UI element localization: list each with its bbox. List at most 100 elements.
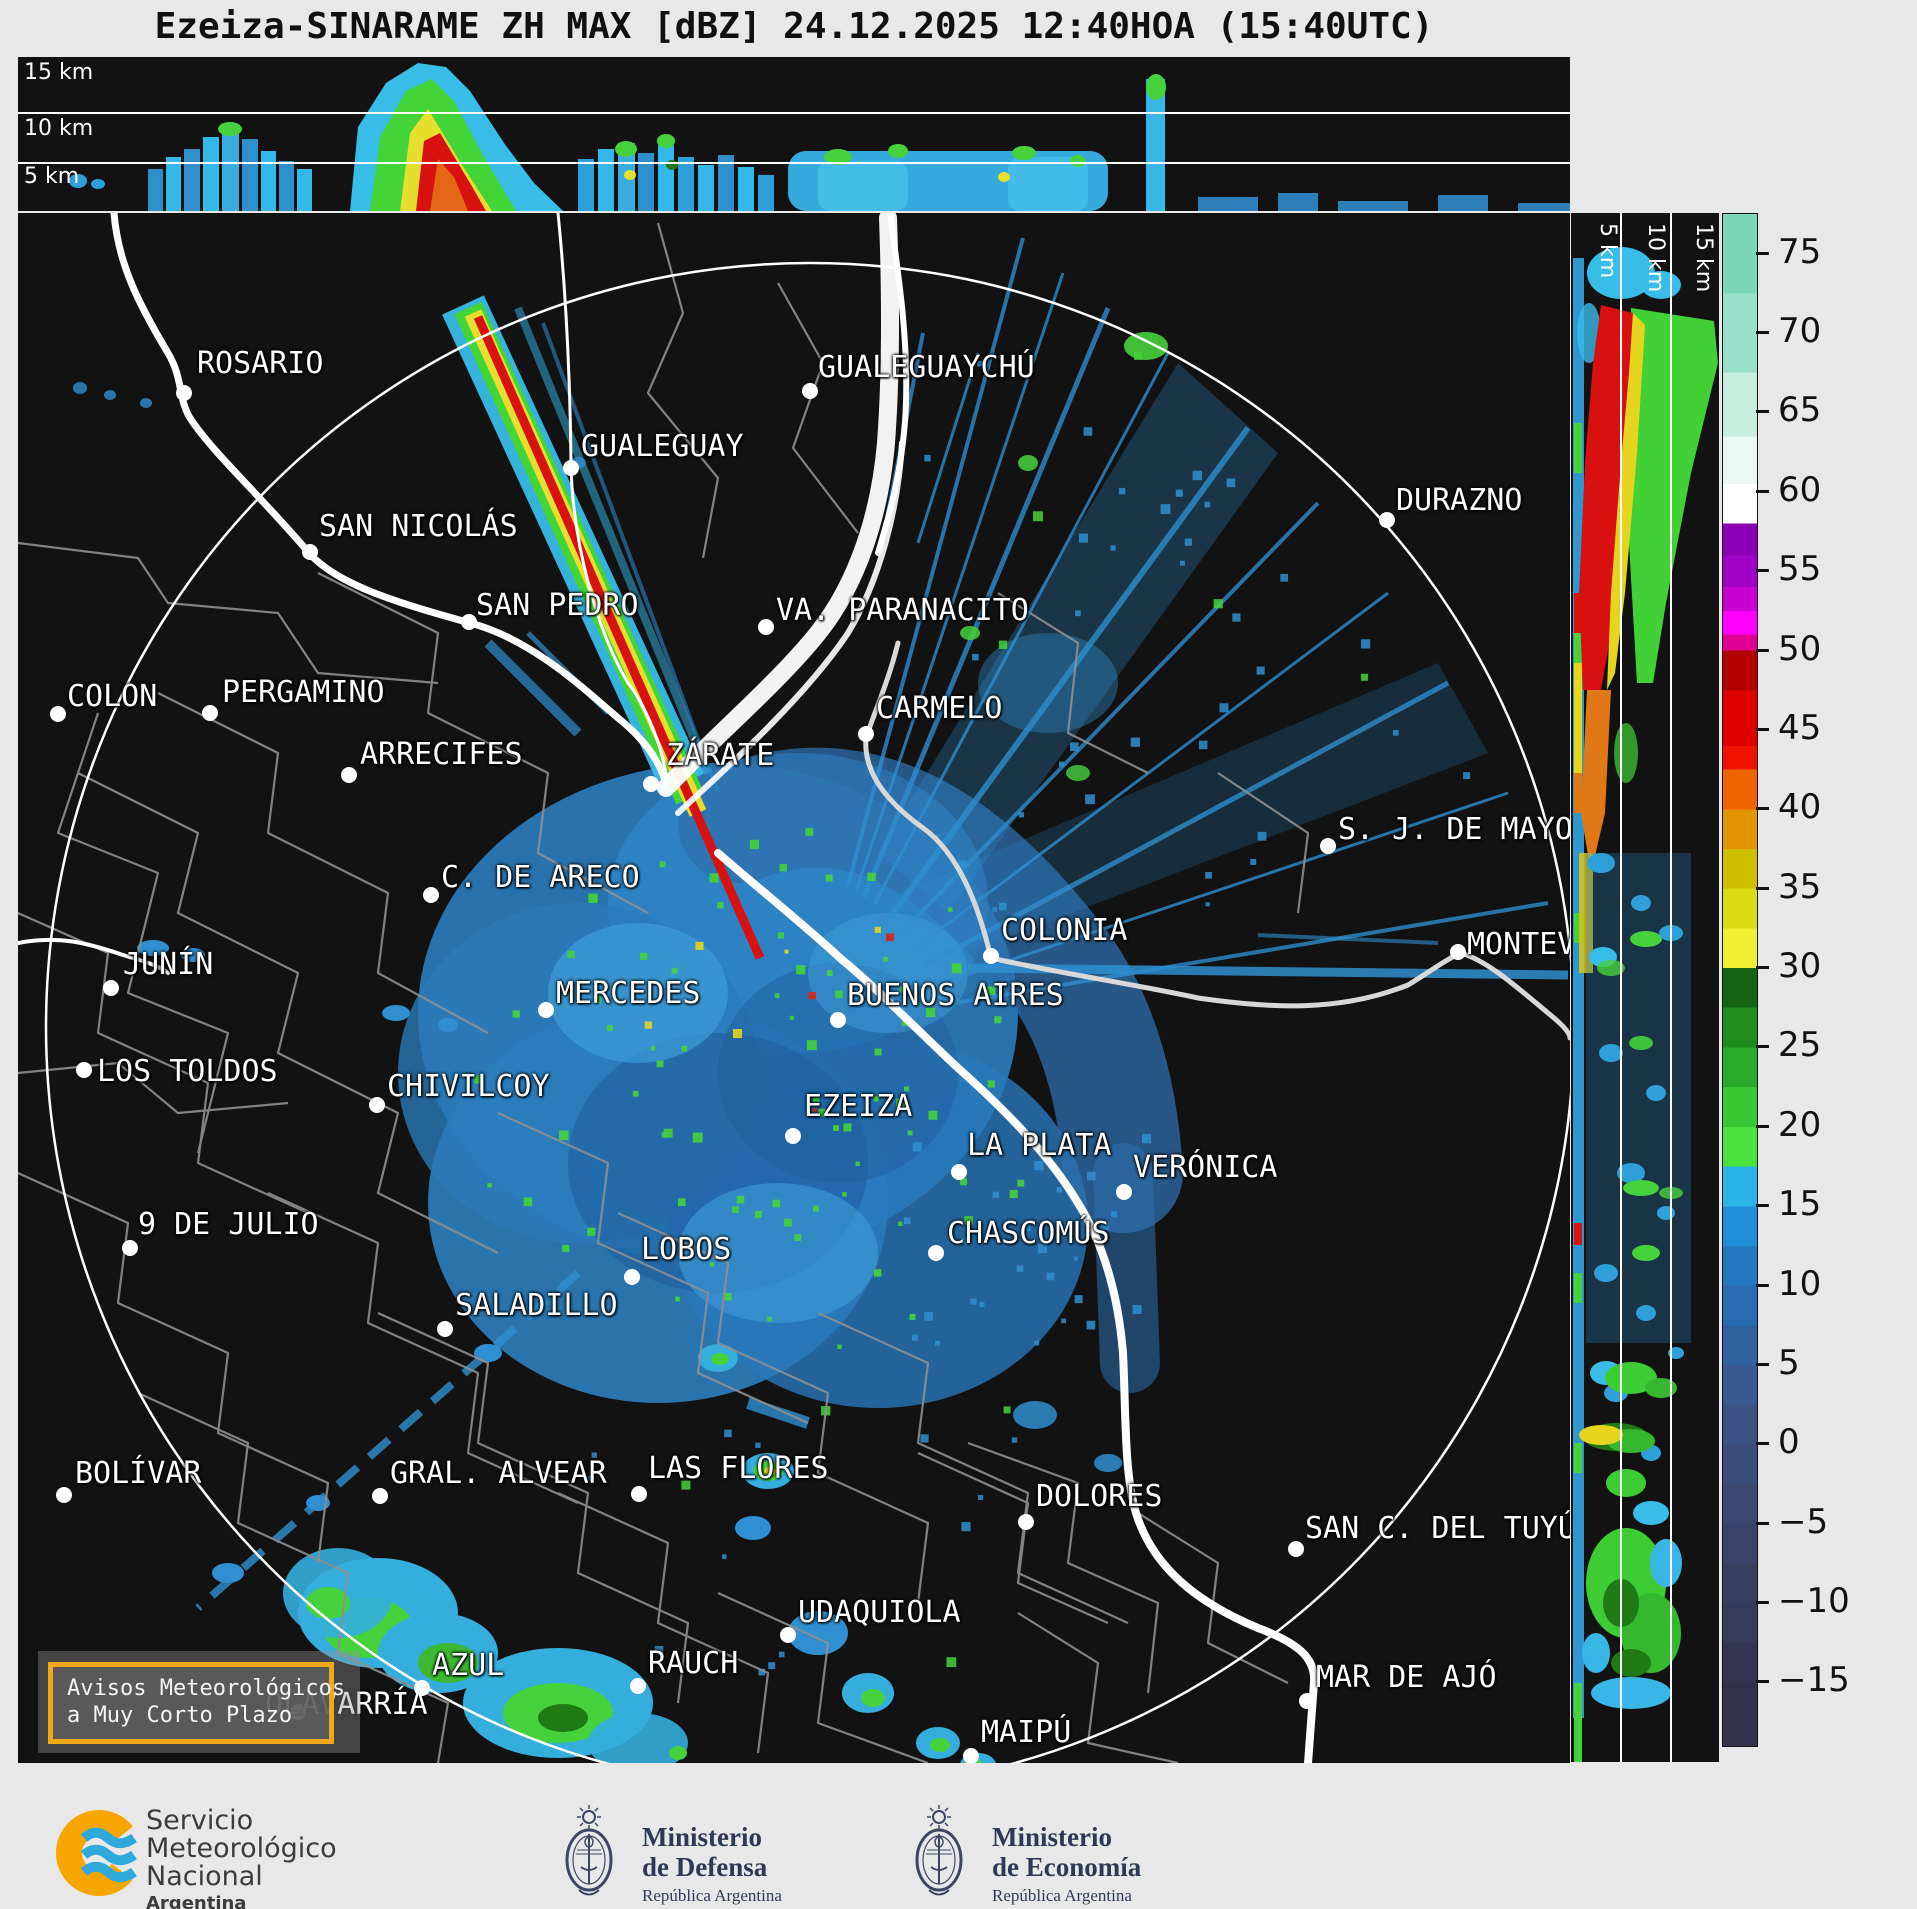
right-profile-panel: 5 km 10 km 15 km — [1571, 213, 1719, 1762]
colorbar-tick-label: 5 — [1778, 1342, 1800, 1383]
city-dot — [1320, 838, 1336, 854]
city-label: COLONIA — [1001, 913, 1128, 948]
colorbar-tick-label: 20 — [1778, 1104, 1822, 1145]
city-label: RAUCH — [648, 1646, 739, 1681]
city-label: ZÁRATE — [666, 738, 775, 773]
colorbar-tick-label: 10 — [1778, 1263, 1822, 1304]
city-label: GRAL. ALVEAR — [390, 1456, 607, 1491]
colorbar-tick — [1756, 886, 1769, 890]
city-label: ARRECIFES — [360, 737, 523, 772]
colorbar-tick — [1756, 410, 1769, 414]
right-profile-plot — [1573, 247, 1718, 1762]
city-dot — [1379, 512, 1395, 528]
city-dot — [369, 1097, 385, 1113]
colorbar-tick — [1756, 331, 1769, 335]
colorbar-tick — [1756, 807, 1769, 811]
page-title: Ezeiza-SINARAME ZH MAX [dBZ] 24.12.2025 … — [154, 6, 1434, 47]
se-speckles — [903, 1134, 1152, 1346]
city-dot — [1116, 1184, 1132, 1200]
city-label: SALADILLO — [455, 1288, 618, 1323]
dbz-colorbar: 75 70 65 60 55 50 45 40 35 30 25 20 15 10 5 0 −5 −10 −15 — [1722, 213, 1917, 1747]
city-dot — [372, 1488, 388, 1504]
colorbar-tick-label: 50 — [1778, 628, 1822, 669]
city-label: CARMELO — [876, 691, 1003, 726]
city-dot — [624, 1269, 640, 1285]
colorbar-tick-label: 25 — [1778, 1025, 1822, 1066]
top-axis-10km: 10 km — [24, 116, 94, 141]
city-label: S. J. DE MAYO — [1338, 812, 1570, 847]
colorbar-tick-label: −15 — [1778, 1660, 1850, 1701]
city-label: ROSARIO — [197, 346, 324, 381]
city-dot — [963, 1748, 979, 1763]
ne-speckles — [924, 351, 1471, 912]
city-label: SAN PEDRO — [476, 588, 639, 623]
city-dot — [103, 980, 119, 996]
smn-name: Servicio Meteorológico Nacional Argentin… — [146, 1807, 337, 1909]
smn-country: Argentina — [146, 1893, 247, 1909]
central-speckles — [474, 828, 1025, 1349]
colorbar-tick-label: 40 — [1778, 787, 1822, 828]
city-dot — [1450, 944, 1466, 960]
warning-box[interactable]: Avisos Meteorológicos a Muy Corto Plazo — [48, 1662, 346, 1744]
colorbar-tick-label: 15 — [1778, 1184, 1822, 1225]
colorbar-tick-label: 45 — [1778, 707, 1822, 748]
city-dot — [563, 460, 579, 476]
city-dot — [780, 1627, 796, 1643]
city-label: LOBOS — [641, 1232, 732, 1267]
right-5km-gridline — [1620, 213, 1622, 1762]
city-dot — [538, 1002, 554, 1018]
city-label: PERGAMINO — [222, 675, 385, 710]
city-dot — [437, 1321, 453, 1337]
city-label: GUALEGUAYCHÚ — [818, 350, 1035, 385]
colorbar-tick — [1756, 1204, 1769, 1208]
colorbar-tick-label: 0 — [1778, 1422, 1800, 1463]
boundary-layer — [18, 222, 1310, 1763]
radar-map-plot — [18, 213, 1570, 1763]
city-dot — [758, 619, 774, 635]
city-label: EZEIZA — [804, 1089, 913, 1124]
right-axis-15km: 15 km — [1691, 223, 1716, 293]
colorbar-tick — [1756, 966, 1769, 970]
colorbar-tick — [1756, 1045, 1769, 1049]
colorbar-tick — [1756, 569, 1769, 573]
colorbar-gradient — [1722, 213, 1758, 1747]
city-dot — [631, 1486, 647, 1502]
smn-waves — [80, 1827, 137, 1883]
city-label: AZUL — [432, 1648, 505, 1683]
city-dot — [1299, 1693, 1315, 1709]
city-dot — [202, 705, 218, 721]
city-label: COLON — [67, 679, 158, 714]
colorbar-tick-label: −10 — [1778, 1581, 1850, 1622]
radar-map-panel: ROSARIO GUALEGUAYCHÚ GUALEGUAY SAN NICOLÁS D… — [18, 213, 1570, 1763]
colorbar-tick-label: −5 — [1778, 1501, 1829, 1542]
city-label: MONTEVIDEO — [1467, 927, 1570, 962]
colorbar-tick — [1756, 1521, 1769, 1525]
warning-line-1: Avisos Meteorológicos — [67, 1676, 346, 1701]
city-dot — [461, 614, 477, 630]
city-dot — [302, 544, 318, 560]
city-label: CHIVILCOY — [387, 1069, 550, 1104]
city-label: SAN NICOLÁS — [319, 509, 518, 544]
city-label: UDAQUIOLA — [798, 1595, 961, 1630]
colorbar-tick-label: 75 — [1778, 231, 1822, 272]
city-dot — [928, 1245, 944, 1261]
city-label: JUNÍN — [123, 947, 214, 982]
city-label: CHASCOMÚS — [947, 1216, 1110, 1251]
city-label: 9 DE JULIO — [138, 1207, 319, 1242]
city-label: MAIPÚ — [981, 1715, 1072, 1750]
colorbar-tick — [1756, 1680, 1769, 1684]
colorbar-tick — [1756, 1283, 1769, 1287]
economia-name: Ministerio de Economía República Argenti… — [992, 1822, 1142, 1905]
colorbar-tick — [1756, 489, 1769, 493]
range-ring — [44, 261, 1570, 1763]
city-label: MERCEDES — [556, 976, 701, 1011]
colorbar-tick — [1756, 1442, 1769, 1446]
colorbar-tick-label: 30 — [1778, 946, 1822, 987]
right-profile-echoes — [1573, 247, 1718, 1762]
top-axis-5km: 5 km — [24, 164, 80, 189]
colorbar-tick-label: 55 — [1778, 549, 1822, 590]
city-label: MAR DE AJÓ — [1316, 1660, 1497, 1695]
colorbar-tick — [1756, 1124, 1769, 1128]
colorbar-tick-label: 70 — [1778, 311, 1822, 352]
